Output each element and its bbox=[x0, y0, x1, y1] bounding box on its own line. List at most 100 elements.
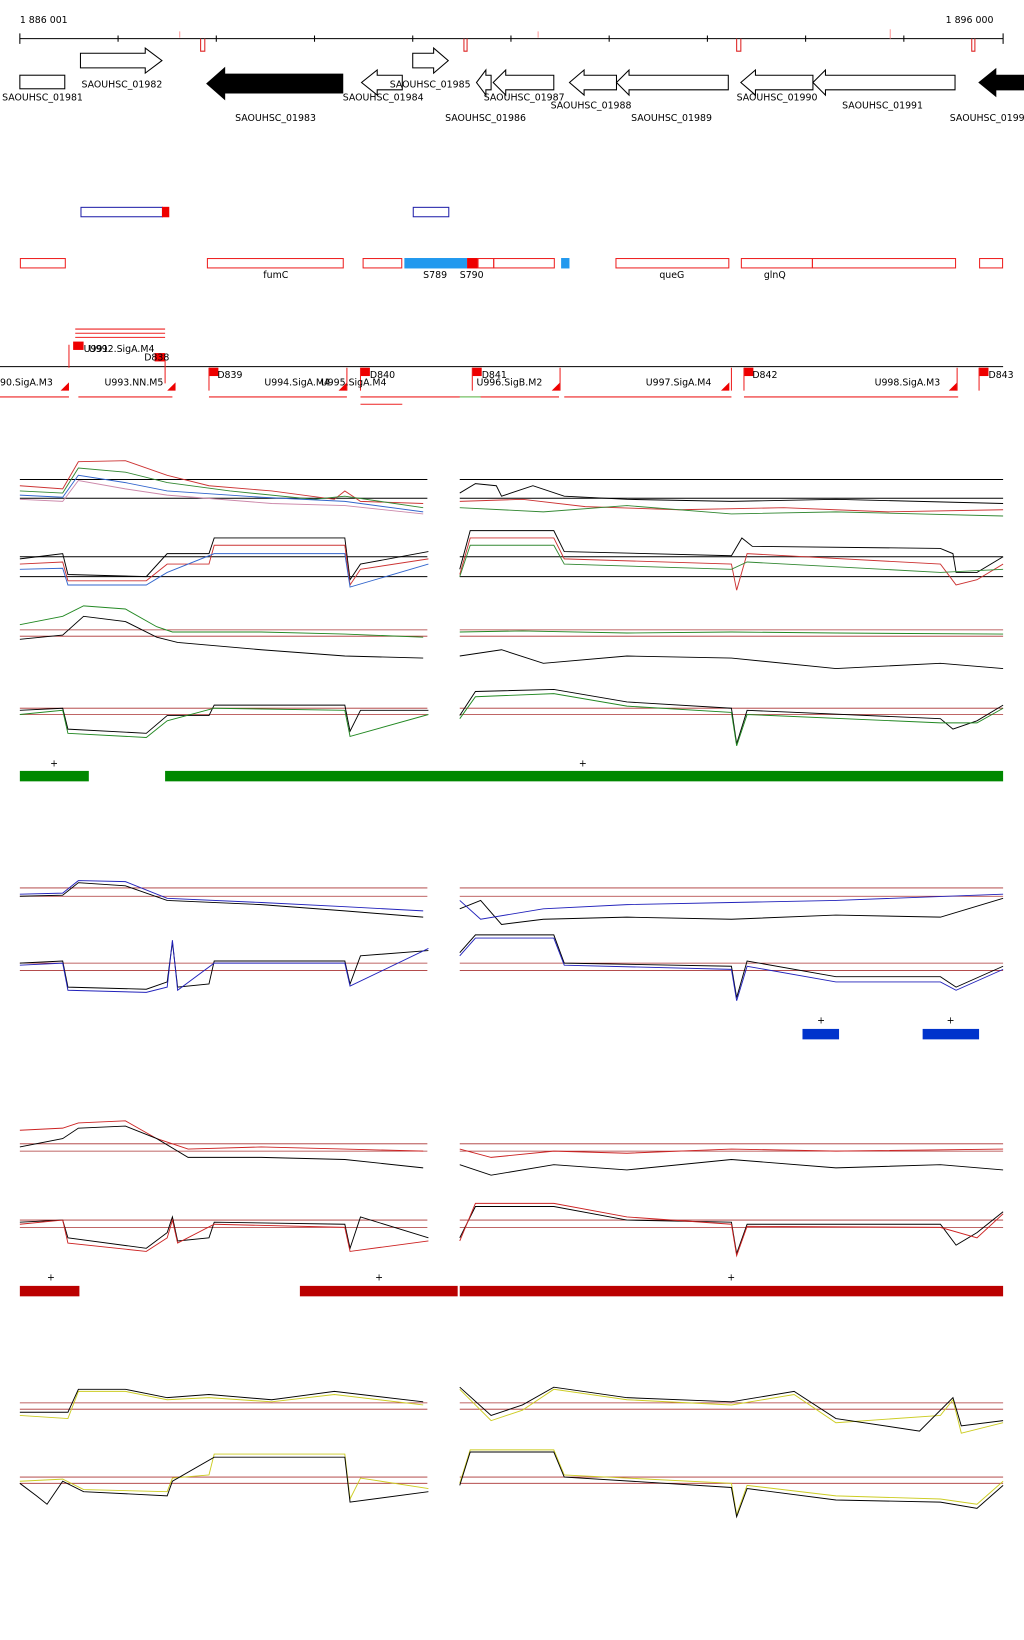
gene bbox=[615, 68, 729, 97]
profile-line bbox=[19, 467, 424, 509]
gene-label: SAOUHSC_0199 bbox=[950, 113, 1024, 124]
gene-label: SAOUHSC_01988 bbox=[551, 101, 632, 112]
feature-box bbox=[467, 258, 478, 269]
transcript-ticks bbox=[68, 344, 980, 391]
transcript-label: D840 bbox=[370, 370, 395, 381]
green-panel: + + bbox=[19, 605, 1004, 782]
transcript-label: U994.SigA.M4 bbox=[264, 377, 330, 388]
gene-label: SAOUHSC_01984 bbox=[343, 92, 424, 103]
transcript-label: U998.SigA.M3 bbox=[875, 377, 941, 388]
profile-line bbox=[19, 1453, 429, 1501]
significance-bar bbox=[459, 1285, 1004, 1297]
gene bbox=[19, 74, 66, 90]
transcript-box bbox=[472, 367, 482, 377]
profile-line bbox=[459, 1148, 1004, 1158]
feature-label: glnQ bbox=[764, 270, 786, 281]
profile-line bbox=[19, 474, 424, 513]
profile-line bbox=[459, 1449, 1004, 1517]
profile-line bbox=[19, 1125, 424, 1169]
profile-line bbox=[19, 460, 424, 504]
transcript-label: U992.SigA.M4 bbox=[89, 344, 155, 355]
gene bbox=[812, 68, 956, 97]
transcript-lines bbox=[0, 396, 959, 405]
significance-bar bbox=[802, 1028, 840, 1040]
transcript-box bbox=[73, 341, 84, 350]
feature-label: S789 bbox=[423, 270, 447, 281]
feature-box bbox=[477, 258, 495, 269]
significance-label: + bbox=[579, 759, 587, 770]
profile-line bbox=[459, 483, 1004, 504]
gene-label: SAOUHSC_01983 bbox=[235, 113, 316, 124]
feature-box bbox=[80, 206, 164, 218]
transcript-label: D841 bbox=[482, 370, 507, 381]
profile-line bbox=[19, 882, 424, 918]
transcript-box bbox=[360, 367, 370, 377]
transcript-label: U991 bbox=[84, 344, 109, 355]
profile-line bbox=[459, 537, 1004, 591]
transcript-label: U995.SigA.M4 bbox=[321, 377, 387, 388]
significance-bar bbox=[165, 770, 1004, 782]
transcript-box bbox=[154, 353, 166, 362]
significance-label: + bbox=[50, 759, 58, 770]
profile-line bbox=[459, 897, 1004, 925]
reference-lines bbox=[19, 629, 1004, 715]
significance-label: + bbox=[375, 1273, 383, 1284]
blue-panel: + + bbox=[19, 880, 1004, 1040]
significance-bar bbox=[19, 770, 89, 782]
feature-box bbox=[206, 258, 344, 269]
profile-line bbox=[459, 893, 1004, 920]
transcript-label: D839 bbox=[217, 370, 242, 381]
profile-line bbox=[19, 880, 424, 912]
gene bbox=[206, 66, 344, 101]
transcript-label: U993.NN.M5 bbox=[104, 377, 163, 388]
gene bbox=[412, 46, 450, 75]
end-coordinate: 1 896 000 bbox=[946, 15, 994, 26]
transcript-box bbox=[979, 367, 989, 377]
reference-lines bbox=[19, 556, 1004, 578]
transcript-label: U996.SigB.M2 bbox=[476, 377, 542, 388]
profile-line bbox=[459, 1159, 1004, 1176]
feature-box bbox=[979, 258, 1004, 269]
transcript-label: 90.SigA.M3 bbox=[0, 377, 53, 388]
profile-line bbox=[19, 707, 429, 738]
profile-line bbox=[459, 937, 1004, 1001]
gene-label: SAOUHSC_01990 bbox=[737, 92, 818, 103]
gene bbox=[475, 68, 492, 97]
significance-bar bbox=[299, 1285, 458, 1297]
profile-line bbox=[459, 505, 1004, 517]
profile-line bbox=[19, 940, 429, 993]
start-coordinate: 1 886 001 bbox=[20, 15, 68, 26]
gene bbox=[492, 68, 555, 97]
transcript-label: D842 bbox=[752, 370, 777, 381]
feature-label: queG bbox=[659, 270, 684, 281]
feature-box bbox=[404, 258, 468, 269]
profile-line bbox=[459, 1386, 1004, 1432]
transcript-label: D838 bbox=[144, 352, 169, 363]
feature-box bbox=[740, 258, 813, 269]
genes bbox=[19, 46, 1024, 101]
reference-lines bbox=[19, 1143, 1004, 1228]
feature-box bbox=[561, 258, 570, 269]
transcript-box bbox=[208, 367, 219, 377]
profile-line bbox=[459, 530, 1004, 573]
profile-line bbox=[459, 688, 1004, 744]
gene bbox=[978, 67, 1024, 98]
profile-line bbox=[19, 942, 429, 990]
ruler: 1 886 001 1 896 000 bbox=[19, 15, 1004, 52]
gene bbox=[568, 68, 618, 97]
gene-label: SAOUHSC_01982 bbox=[82, 80, 163, 91]
transcript-box bbox=[743, 367, 754, 377]
ruler-markers bbox=[200, 38, 976, 52]
feature-label: S790 bbox=[460, 270, 484, 281]
transcripts: U991 U992.SigA.M4 D838 90.SigA.M3 U993.N… bbox=[0, 328, 1014, 405]
significance-bar bbox=[19, 1285, 80, 1297]
ruler-flags bbox=[179, 29, 891, 39]
profile-line bbox=[19, 1390, 424, 1420]
feature-box bbox=[362, 258, 403, 269]
gene-label: SAOUHSC_01981 bbox=[2, 92, 83, 103]
profile-line bbox=[19, 544, 429, 587]
profile-line bbox=[459, 1388, 1004, 1434]
